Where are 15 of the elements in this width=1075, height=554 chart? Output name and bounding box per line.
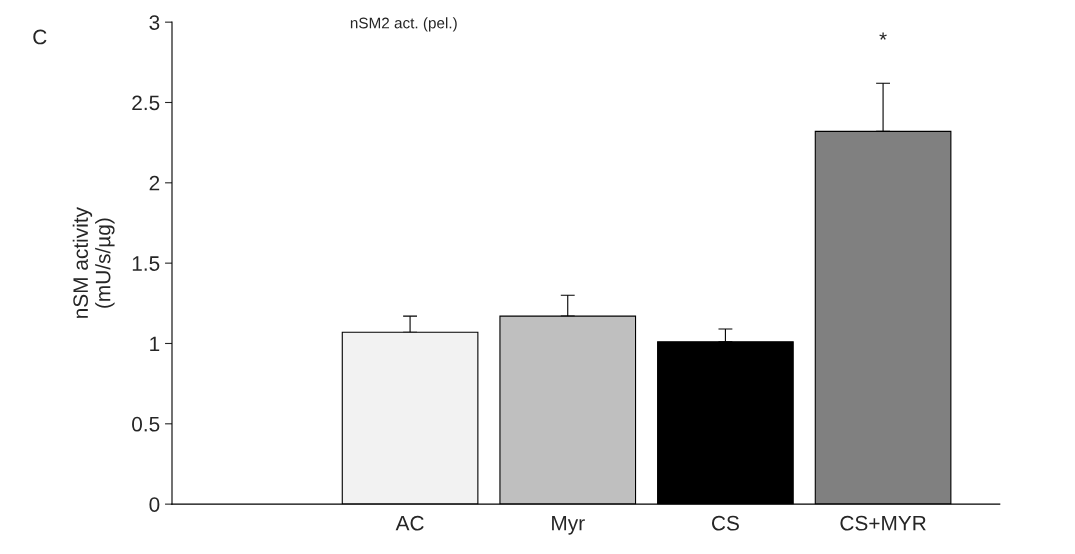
annotation: * (879, 32, 887, 40)
y-axis-title: nSM activity (mU/s/µg) (72, 207, 115, 318)
y-tick-label: 2 (149, 175, 160, 191)
x-tick-label: CS (712, 515, 739, 531)
chart-title: nSM2 act. (pel.) (350, 17, 457, 32)
text: C (33, 29, 47, 45)
y-tick-label: 1.5 (132, 256, 160, 271)
x-tick-label: AC (395, 515, 424, 531)
x-tick-label: Myr (552, 516, 585, 535)
y-tick-label: 0.5 (132, 416, 160, 432)
y-tick-label: 0 (149, 497, 160, 512)
x-tick-label: CS+MYR (840, 515, 926, 531)
y-tick-label: 1 (150, 336, 160, 352)
y-tick-label: 2.5 (132, 95, 160, 111)
y-tick-label: 3 (149, 15, 160, 30)
